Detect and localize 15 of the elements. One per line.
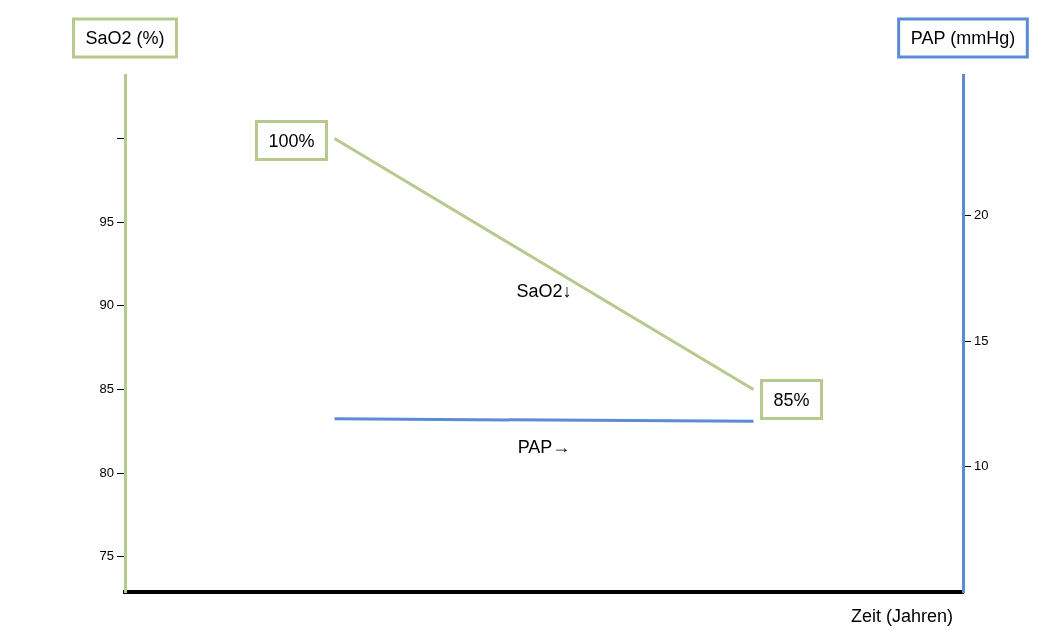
data-label: 100%	[268, 130, 315, 151]
data-label: 85%	[773, 389, 810, 410]
y-tick-label: 90	[99, 297, 114, 313]
y-tick-label: 95	[99, 213, 114, 229]
x-axis-title: Zeit (Jahren)	[850, 605, 953, 626]
series-label: SaO2↓	[516, 281, 572, 302]
y-tick-label: 75	[99, 548, 114, 564]
y-tick-label: 80	[99, 464, 114, 480]
y-axis-title: SaO2 (%)	[85, 27, 165, 48]
y2-tick-label: 20	[974, 207, 989, 223]
series-label: PAP→	[517, 437, 571, 458]
y2-tick-label: 10	[974, 458, 989, 474]
y-tick-label: 85	[99, 381, 114, 397]
y2-axis-title: PAP (mmHg)	[910, 27, 1016, 48]
y2-tick-label: 15	[974, 332, 989, 348]
